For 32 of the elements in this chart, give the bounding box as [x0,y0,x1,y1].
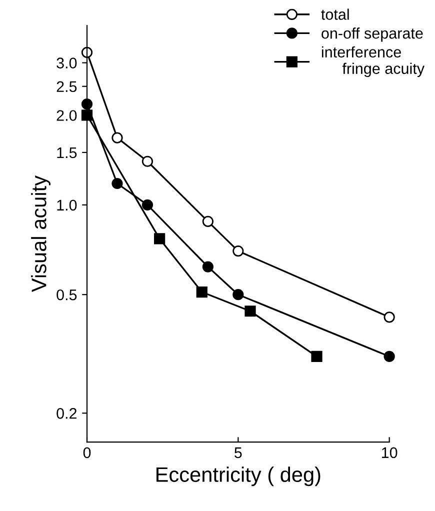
y-tick-label: 2.5 [56,81,77,92]
x-tick-label: 10 [382,447,398,458]
legend-label: on-off separate [322,28,423,42]
x-tick-label: 0 [83,447,91,458]
y-tick-label: 0.2 [56,408,77,419]
y-tick-label: 3.0 [56,58,77,68]
y-tick-label: 1.0 [57,200,77,211]
point [142,199,154,210]
point [232,246,244,257]
x-tick-label: 5 [234,447,242,458]
legend-label: total [321,8,349,20]
point [81,110,93,121]
y-tick-label: 2.0 [56,110,77,121]
point [244,306,256,317]
point [384,312,395,323]
point [112,132,123,144]
point [202,216,214,228]
point [81,46,93,58]
point [142,156,154,167]
point [232,289,244,300]
x-axis-title: Eccentricity ( deg) [156,466,320,486]
point [311,350,322,362]
point [196,286,208,298]
y-tick-label: 0.5 [56,289,77,300]
y-tick-label: 1.5 [57,147,77,158]
point [81,98,93,110]
point [154,233,166,244]
point [384,350,395,362]
point [112,178,123,190]
y-axis-title: Visual acuity [31,176,50,292]
point [202,261,214,272]
legend-label: interference fringe acuity [322,46,425,78]
